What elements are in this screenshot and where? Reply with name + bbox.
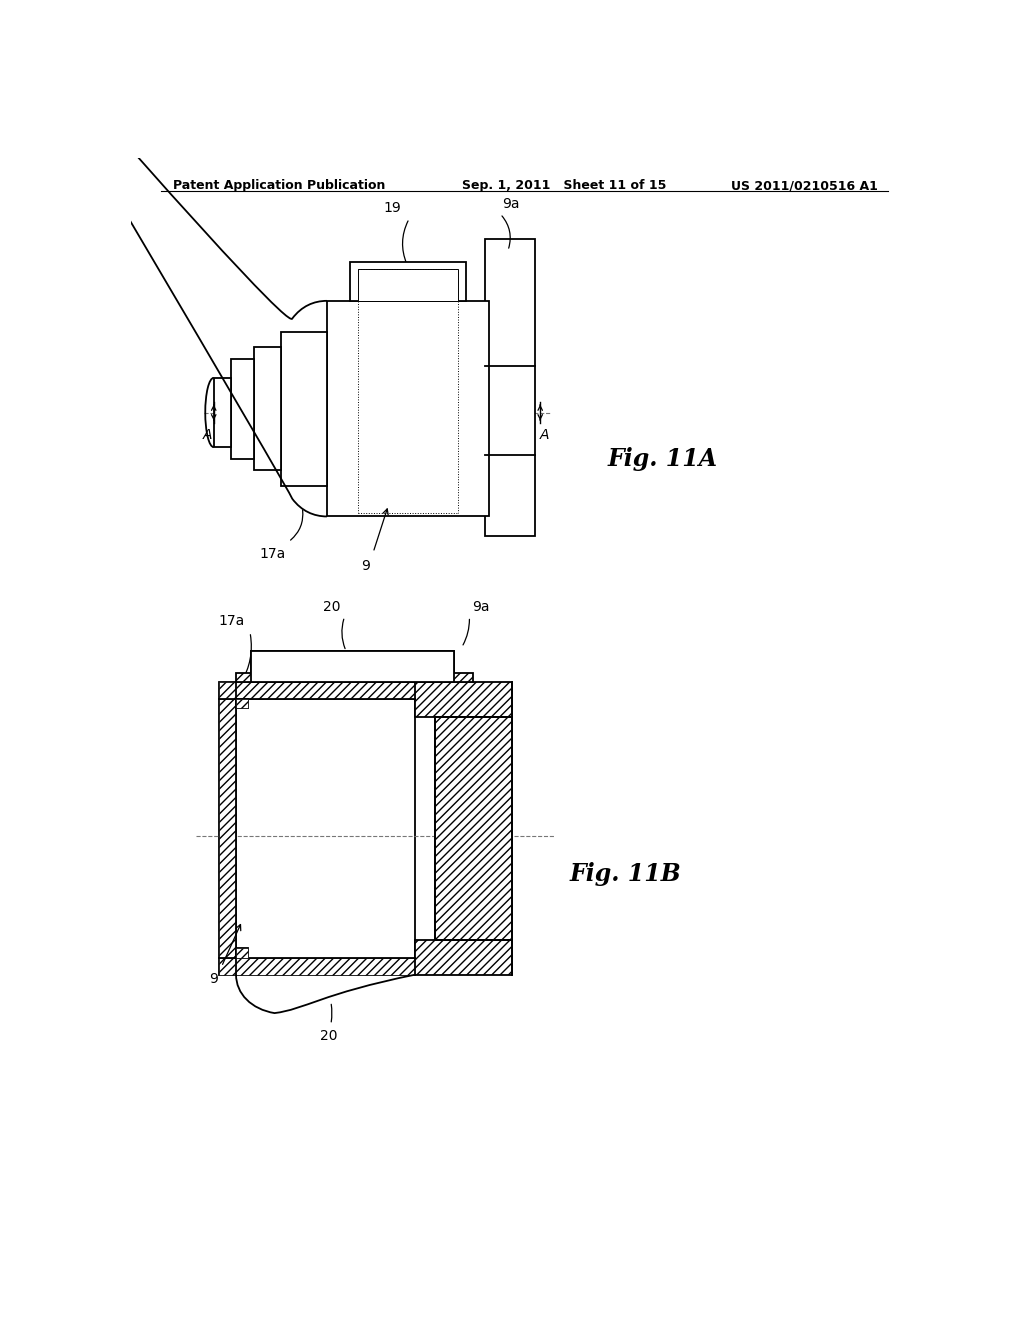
Bar	[214, 378, 230, 447]
Text: Patent Application Publication: Patent Application Publication	[173, 180, 385, 193]
Bar	[484, 239, 535, 536]
Text: 20: 20	[321, 1028, 338, 1043]
Bar	[327, 301, 488, 516]
Text: Sep. 1, 2011   Sheet 11 of 15: Sep. 1, 2011 Sheet 11 of 15	[462, 180, 666, 193]
Text: US 2011/0210516 A1: US 2011/0210516 A1	[730, 180, 878, 193]
Text: 19: 19	[384, 201, 401, 215]
Text: Fig. 11A: Fig. 11A	[608, 446, 718, 471]
Bar	[237, 948, 248, 958]
Text: 9a: 9a	[472, 601, 489, 614]
Text: Fig. 11B: Fig. 11B	[569, 862, 681, 887]
Text: A: A	[203, 428, 212, 442]
Polygon shape	[237, 651, 473, 682]
Polygon shape	[416, 682, 512, 717]
Text: 17a: 17a	[218, 614, 245, 628]
Polygon shape	[219, 682, 237, 974]
Text: 9: 9	[361, 558, 370, 573]
Polygon shape	[237, 700, 248, 708]
Bar	[252, 651, 454, 682]
Text: A: A	[540, 428, 550, 442]
Polygon shape	[219, 682, 416, 700]
Polygon shape	[237, 949, 248, 958]
Text: 20: 20	[323, 601, 340, 614]
Polygon shape	[416, 940, 512, 974]
Bar	[237, 700, 248, 708]
Polygon shape	[435, 717, 512, 940]
Bar	[281, 331, 327, 486]
Text: 17a: 17a	[260, 548, 286, 561]
Bar	[219, 682, 416, 974]
Polygon shape	[219, 958, 416, 974]
Bar	[254, 347, 281, 470]
Bar	[230, 359, 254, 459]
Text: 9a: 9a	[502, 197, 519, 211]
Text: 9: 9	[209, 973, 218, 986]
Bar	[350, 263, 466, 301]
Bar	[357, 268, 458, 301]
